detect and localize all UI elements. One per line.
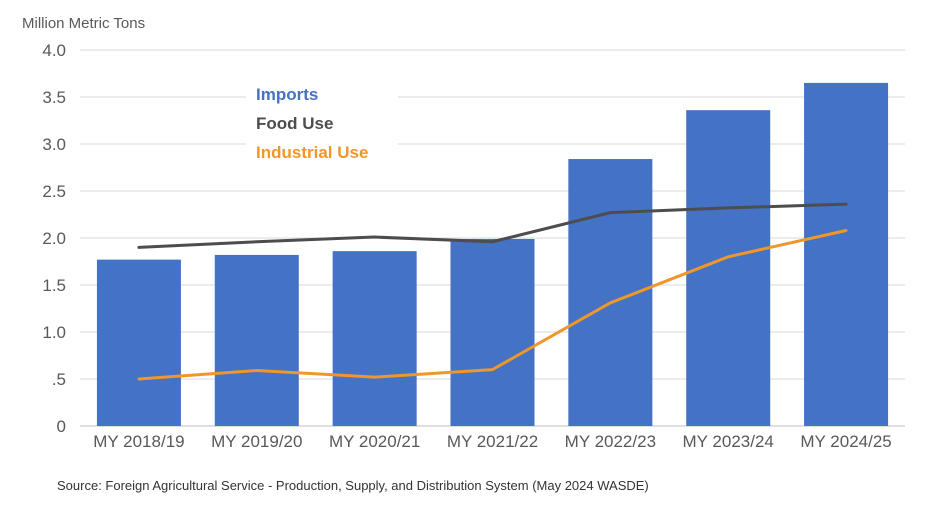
x-tick-label: MY 2023/24 [683, 432, 774, 451]
legend: Imports Food Use Industrial Use [246, 76, 398, 172]
legend-entry-food-use: Food Use [256, 114, 333, 133]
x-tick-label: MY 2024/25 [800, 432, 891, 451]
imports-bar [332, 251, 417, 426]
x-tick-label: MY 2021/22 [447, 432, 538, 451]
x-tick-label: MY 2019/20 [211, 432, 302, 451]
legend-entry-industrial-use: Industrial Use [256, 143, 368, 162]
y-tick-label: 4.0 [42, 41, 66, 60]
y-axis-unit-label: Million Metric Tons [22, 15, 145, 32]
food-use-line [137, 202, 848, 249]
imports-bar [450, 238, 535, 426]
legend-entry-imports: Imports [256, 85, 318, 104]
y-tick-label: 3.5 [42, 88, 66, 107]
imports-bar [804, 82, 889, 427]
imports-bar [96, 259, 181, 426]
x-axis-ticks: MY 2018/19 MY 2019/20 MY 2020/21 MY 2021/22… [93, 432, 892, 451]
legend-box [246, 76, 398, 172]
y-tick-label: 1.0 [42, 323, 66, 342]
y-axis-ticks: 0 .5 1.0 1.5 2.0 2.5 3.0 3.5 4.0 [42, 41, 66, 436]
industrial-use-line [137, 228, 848, 381]
source-note: Source: Foreign Agricultural Service - P… [57, 478, 649, 493]
y-tick-label: 0 [57, 417, 66, 436]
y-tick-label: 3.0 [42, 135, 66, 154]
x-tick-label: MY 2022/23 [565, 432, 656, 451]
y-tick-label: 2.5 [42, 182, 66, 201]
imports-bar [214, 254, 299, 426]
y-tick-label: 2.0 [42, 229, 66, 248]
line-series [137, 202, 848, 381]
x-tick-label: MY 2018/19 [93, 432, 184, 451]
y-tick-label: 1.5 [42, 276, 66, 295]
y-tick-label: .5 [52, 370, 66, 389]
x-tick-label: MY 2020/21 [329, 432, 420, 451]
